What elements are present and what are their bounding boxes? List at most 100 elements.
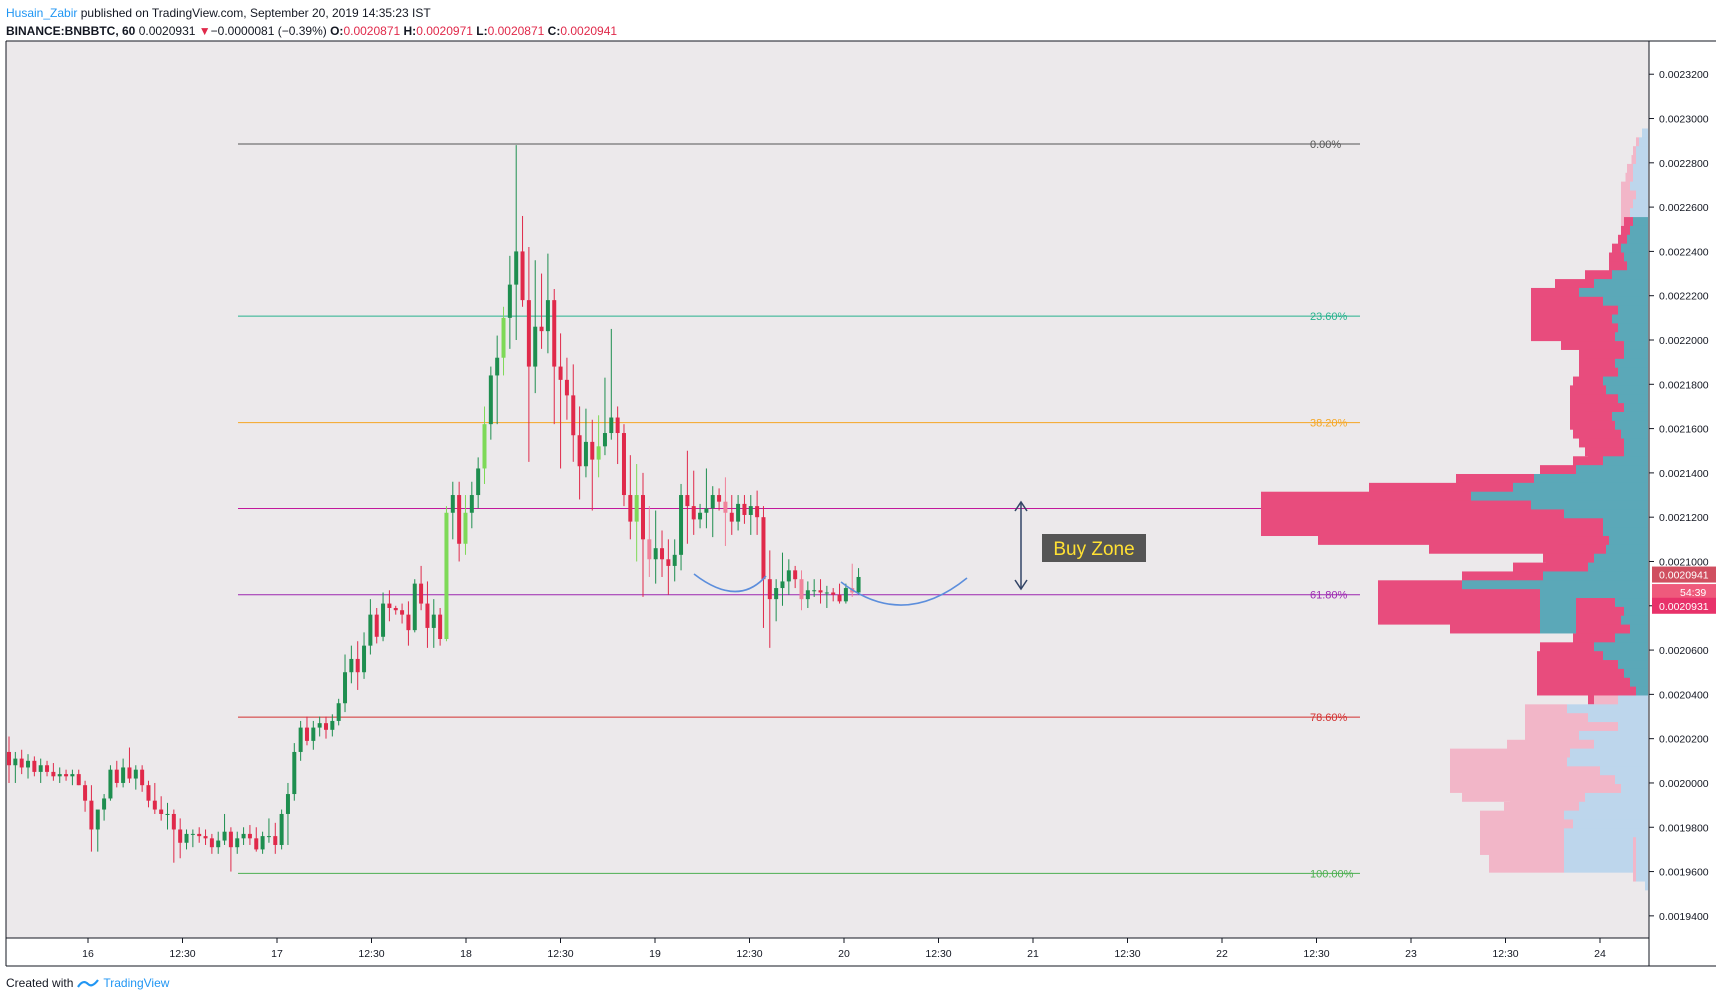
- x-tick-label: 19: [649, 948, 661, 960]
- low-label: L:: [476, 24, 488, 38]
- volume-bar-down: [1633, 837, 1636, 882]
- x-tick-label: 20: [838, 948, 850, 960]
- drawings[interactable]: Buy Zone: [693, 500, 1146, 606]
- tradingview-logo-icon: [77, 979, 100, 988]
- x-tick-label: 12:30: [736, 948, 762, 960]
- price-label-bg: [1652, 584, 1716, 601]
- candle-body: [311, 727, 316, 741]
- candle-body: [761, 517, 766, 580]
- price-axis[interactable]: 0.0019400 0.0019600 0.0019800 0.0020000 0.00…: [1649, 69, 1709, 923]
- y-tick-label: 0.0022000: [1659, 335, 1709, 347]
- candle-body: [533, 326, 538, 367]
- ohlc-line: BINANCE:BNBBTC, 60 0.0020931 ▼−0.0000081…: [6, 22, 617, 40]
- candle-body: [159, 809, 164, 814]
- candle-body: [266, 836, 271, 838]
- tradingview-brand[interactable]: TradingView: [103, 976, 170, 990]
- candle-body: [362, 645, 367, 673]
- close-value: 0.0020941: [560, 24, 618, 38]
- price-chart[interactable]: 0.00%23.60%38.20%50.00%61.80%78.60%100.0…: [0, 0, 1722, 975]
- candle-body: [324, 723, 328, 730]
- volume-profile: [1261, 128, 1648, 891]
- candle-body: [121, 767, 126, 783]
- candle-body: [856, 576, 861, 593]
- candle-body: [140, 769, 145, 786]
- candle-body: [774, 588, 779, 600]
- candle-body: [805, 590, 810, 600]
- candle-body: [558, 366, 563, 380]
- time-axis[interactable]: 16 12:30 17 12:30 18 12:30 19 12:30 20 12:30 21 12:…: [82, 938, 1606, 960]
- low-value: 0.0020871: [487, 24, 545, 38]
- fib-label: 100.00%: [1310, 868, 1354, 880]
- candle-body: [178, 829, 183, 843]
- candle-body: [621, 433, 626, 496]
- volume-bar-down: [1450, 589, 1540, 634]
- symbol-label[interactable]: BINANCE:BNBBTC, 60: [6, 24, 136, 38]
- rounded-bottom-arc-2[interactable]: [840, 577, 968, 606]
- candle-body: [545, 300, 550, 332]
- candle-body: [495, 357, 500, 376]
- candle-body: [304, 727, 309, 741]
- candle-body: [83, 785, 88, 801]
- candle-body: [419, 583, 424, 604]
- candle-body: [438, 614, 443, 639]
- y-tick-label: 0.0019600: [1659, 867, 1709, 879]
- high-label: H:: [403, 24, 417, 38]
- y-tick-label: 0.0021200: [1659, 512, 1709, 524]
- down-arrow-icon: ▼: [198, 24, 211, 38]
- y-tick-label: 0.0022200: [1659, 291, 1709, 303]
- candle-body: [152, 800, 157, 810]
- x-tick-label: 16: [82, 948, 94, 960]
- candle-body: [336, 703, 341, 721]
- candle-body: [247, 833, 252, 839]
- candle-body: [476, 468, 481, 496]
- candle-body: [203, 836, 208, 839]
- candle-body: [767, 579, 772, 600]
- y-tick-label: 0.0019400: [1659, 911, 1709, 923]
- candle-body: [216, 840, 221, 848]
- y-tick-label: 0.0020400: [1659, 689, 1709, 701]
- candle-body: [843, 588, 848, 602]
- candle-body: [400, 610, 405, 615]
- candle-body: [393, 607, 398, 611]
- candle-body: [171, 813, 176, 830]
- candle-body: [241, 833, 246, 839]
- price-label: 0.0020941: [1659, 570, 1709, 582]
- y-tick-label: 0.0023200: [1659, 69, 1709, 81]
- author-link[interactable]: Husain_Zabir: [6, 6, 78, 20]
- candle-body: [812, 590, 817, 592]
- buy-zone-label[interactable]: Buy Zone: [1042, 534, 1146, 562]
- candle-body: [450, 495, 455, 513]
- candle-body: [647, 539, 652, 560]
- fibonacci-retracement[interactable]: 0.00%23.60%38.20%50.00%61.80%78.60%100.0…: [238, 139, 1360, 880]
- x-tick-label: 12:30: [547, 948, 573, 960]
- candle-body: [824, 592, 829, 594]
- volume-bar-down: [1489, 828, 1564, 873]
- price-change: −0.0000081 (−0.39%): [210, 24, 327, 38]
- y-tick-label: 0.0022800: [1659, 158, 1709, 170]
- fib-label: 61.80%: [1310, 590, 1348, 602]
- candle-body: [13, 758, 18, 766]
- candle-body: [70, 774, 75, 777]
- rounded-bottom-arc-1[interactable]: [693, 573, 767, 593]
- fib-label: 78.60%: [1310, 712, 1348, 724]
- candle-body: [228, 831, 233, 848]
- candle-body: [577, 435, 582, 467]
- candle-body: [837, 594, 842, 602]
- x-tick-label: 18: [460, 948, 472, 960]
- volume-bar-up: [1645, 846, 1648, 891]
- candle-body: [710, 495, 715, 509]
- candle-body: [463, 512, 468, 544]
- candle-body: [634, 495, 639, 522]
- publish-line: Husain_Zabir published on TradingView.co…: [6, 4, 617, 22]
- price-label-bg: [1652, 597, 1716, 614]
- candle-body: [26, 760, 31, 768]
- candle-body: [444, 512, 449, 639]
- candle-body: [190, 833, 195, 835]
- candle-body: [723, 501, 728, 513]
- candle-body: [19, 758, 24, 768]
- price-label: 54:39: [1680, 587, 1706, 599]
- candle-body: [507, 284, 512, 318]
- candle-body: [590, 441, 595, 460]
- candle-body: [57, 774, 62, 777]
- y-tick-label: 0.0020000: [1659, 778, 1709, 790]
